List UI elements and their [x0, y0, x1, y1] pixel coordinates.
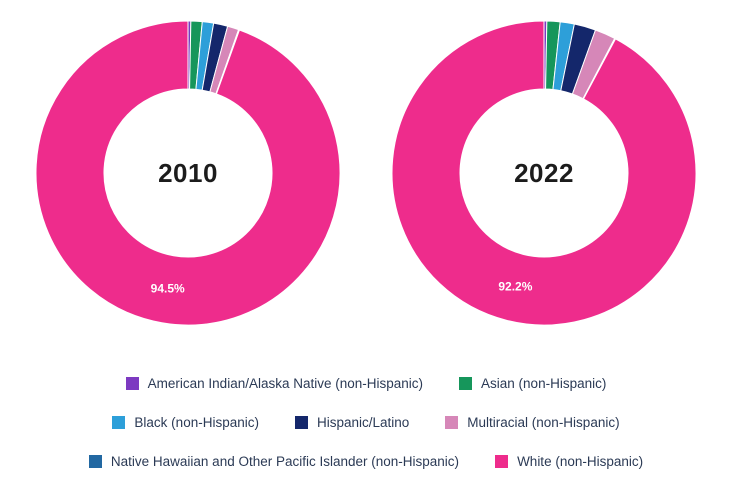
- slice-percentage-label: 92.2%: [498, 280, 532, 294]
- legend-item[interactable]: Native Hawaiian and Other Pacific Island…: [88, 454, 460, 469]
- legend-swatch: [459, 377, 473, 390]
- legend-item-label: White (non-Hispanic): [517, 454, 644, 469]
- legend-item-label: Hispanic/Latino: [316, 415, 410, 430]
- donut-svg-2010: 94.5%: [35, 20, 341, 326]
- donut-charts-row: 94.5% 2010 92.2% 2022: [33, 18, 699, 328]
- donut-chart-2022: 92.2% 2022: [389, 18, 699, 328]
- donut-slice[interactable]: [35, 20, 341, 326]
- donut-chart-2010: 94.5% 2010: [33, 18, 343, 328]
- legend-item-label: American Indian/Alaska Native (non-Hispa…: [147, 376, 424, 391]
- legend-item-label: Multiracial (non-Hispanic): [467, 415, 620, 430]
- slice-percentage-label: 94.5%: [151, 281, 185, 295]
- legend-item-label: Black (non-Hispanic): [134, 415, 259, 430]
- legend-row: Native Hawaiian and Other Pacific Island…: [88, 454, 643, 469]
- legend-row: Black (non-Hispanic) Hispanic/Latino Multi…: [112, 415, 620, 430]
- legend-item-label: Native Hawaiian and Other Pacific Island…: [110, 454, 460, 469]
- legend: American Indian/Alaska Native (non-Hispa…: [0, 376, 732, 469]
- legend-swatch: [445, 416, 459, 429]
- legend-item-label: Asian (non-Hispanic): [481, 376, 607, 391]
- legend-swatch: [495, 455, 509, 468]
- legend-item[interactable]: White (non-Hispanic): [495, 454, 643, 469]
- legend-swatch: [112, 416, 126, 429]
- legend-item[interactable]: Asian (non-Hispanic): [459, 376, 606, 391]
- legend-item[interactable]: Multiracial (non-Hispanic): [445, 415, 620, 430]
- legend-item[interactable]: Hispanic/Latino: [294, 415, 410, 430]
- donut-slice[interactable]: [391, 20, 697, 326]
- legend-swatch: [125, 377, 139, 390]
- legend-item[interactable]: Black (non-Hispanic): [112, 415, 259, 430]
- legend-swatch: [294, 416, 308, 429]
- legend-item[interactable]: American Indian/Alaska Native (non-Hispa…: [125, 376, 424, 391]
- legend-row: American Indian/Alaska Native (non-Hispa…: [125, 376, 606, 391]
- donut-svg-2022: 92.2%: [391, 20, 697, 326]
- legend-swatch: [88, 455, 102, 468]
